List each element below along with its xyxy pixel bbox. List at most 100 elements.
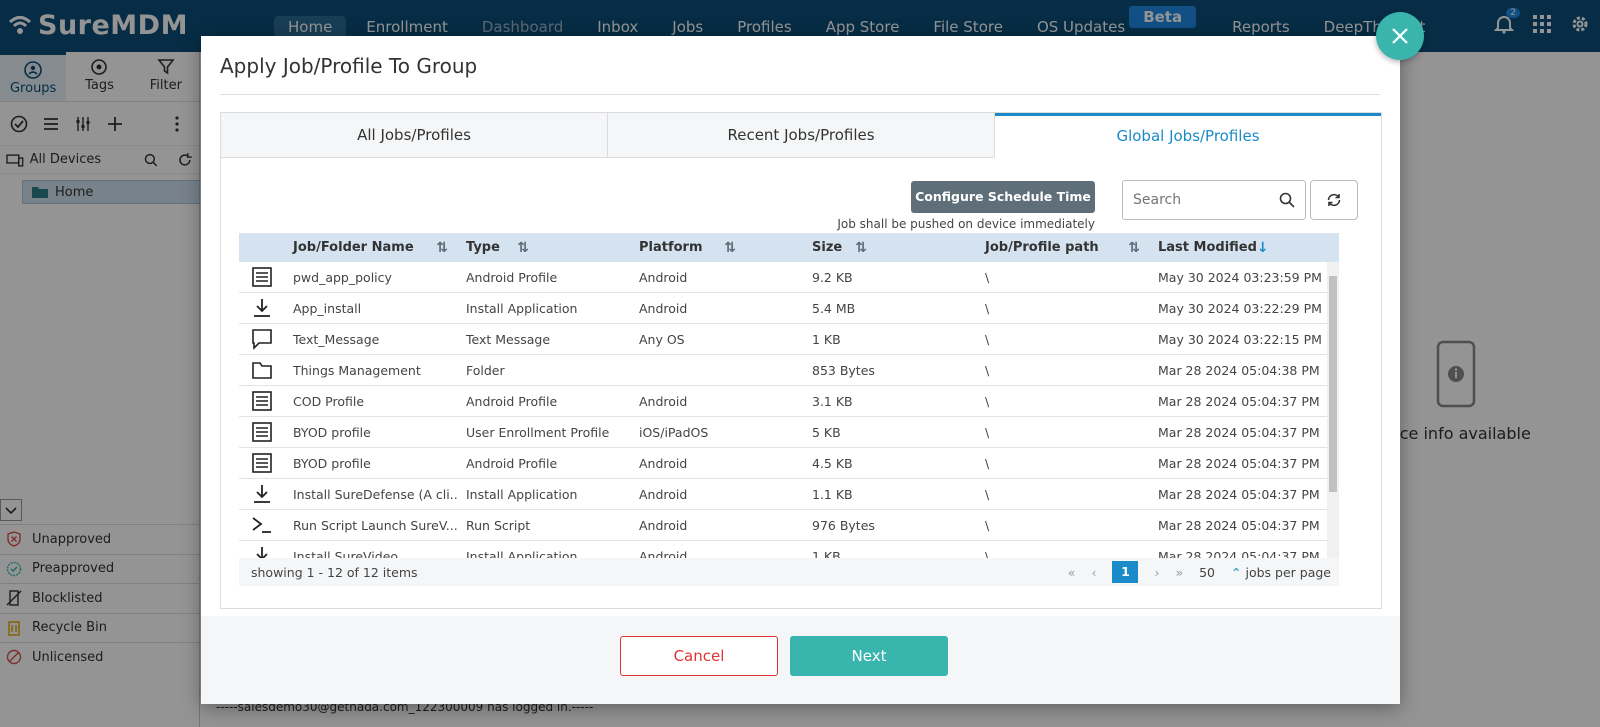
nav-reports[interactable]: Reports bbox=[1232, 18, 1290, 36]
cell-last-modified: Mar 28 2024 05:04:37 PM bbox=[1158, 486, 1320, 502]
table-row[interactable]: Run Script Launch SureV... Run Script Andr… bbox=[239, 510, 1339, 541]
cell-size: 1 KB bbox=[812, 548, 841, 559]
table-row[interactable]: Things Management Folder 853 Bytes \ Mar 28 … bbox=[239, 355, 1339, 386]
nav-jobs[interactable]: Jobs bbox=[672, 18, 704, 36]
refresh-button[interactable] bbox=[1310, 180, 1358, 220]
header-last-modified[interactable]: Last Modified ↓ bbox=[1150, 240, 1325, 256]
nav-file-store[interactable]: File Store bbox=[933, 18, 1003, 36]
cell-type: Text Message bbox=[466, 331, 551, 347]
table-row[interactable]: BYOD profile User Enrollment Profile iOS/i… bbox=[239, 417, 1339, 448]
pagination-bar: showing 1 - 12 of 12 items « ‹ 1 › » 50 … bbox=[239, 558, 1339, 586]
search-icon[interactable] bbox=[144, 153, 158, 167]
sort-icon[interactable]: ⇅ bbox=[517, 239, 529, 256]
chevron-up-icon[interactable]: ⌃ bbox=[1231, 564, 1242, 580]
cell-path: \ bbox=[985, 486, 990, 502]
header-platform[interactable]: Platform ⇅ bbox=[631, 240, 804, 256]
page-size-value[interactable]: 50 bbox=[1199, 564, 1216, 580]
status-preapproved[interactable]: Preapproved bbox=[0, 553, 200, 584]
cancel-button[interactable]: Cancel bbox=[620, 636, 778, 676]
sort-icon[interactable]: ⇅ bbox=[1128, 239, 1140, 256]
notification-count: 2 bbox=[1506, 8, 1520, 18]
sort-icon[interactable]: ⇅ bbox=[436, 239, 448, 256]
apps-grid-button[interactable] bbox=[1532, 14, 1552, 34]
settings-button[interactable] bbox=[1570, 14, 1590, 34]
table-row[interactable]: Install SureDefense (A cli... Install App… bbox=[239, 479, 1339, 510]
top-right-icons: 2 bbox=[1494, 8, 1590, 34]
header-type[interactable]: Type ⇅ bbox=[458, 240, 631, 256]
status-blocklisted[interactable]: Blocklisted bbox=[0, 583, 200, 613]
status-unlicensed[interactable]: Unlicensed bbox=[0, 642, 200, 672]
nav-profiles[interactable]: Profiles bbox=[737, 18, 792, 36]
wifi-logo-icon bbox=[8, 16, 32, 34]
sort-icon[interactable]: ⇅ bbox=[724, 239, 736, 256]
tab-tags[interactable]: Tags bbox=[66, 52, 132, 101]
next-page-icon[interactable]: › bbox=[1154, 564, 1160, 580]
header-name[interactable]: Job/Folder Name ⇅ bbox=[285, 240, 458, 256]
cell-size: 4.5 KB bbox=[812, 455, 853, 471]
table-row[interactable]: Text_Message Text Message Any OS 1 KB \ May 3… bbox=[239, 324, 1339, 355]
search-input[interactable] bbox=[1123, 181, 1273, 219]
cell-last-modified: May 30 2024 03:22:29 PM bbox=[1158, 300, 1322, 316]
check-circle-icon[interactable] bbox=[10, 115, 28, 133]
cell-type: Android Profile bbox=[466, 393, 558, 409]
download-icon bbox=[239, 483, 285, 505]
pager: « ‹ 1 › » 50 ⌃ jobs per page bbox=[1068, 558, 1331, 586]
header-path[interactable]: Job/Profile path ⇅ bbox=[977, 240, 1150, 256]
brand-name: SureMDM bbox=[38, 9, 188, 41]
brand-logo[interactable]: SureMDM bbox=[8, 9, 188, 41]
next-button[interactable]: Next bbox=[790, 636, 948, 676]
sidebar-tabs: Groups Tags Filter bbox=[0, 52, 199, 102]
prev-page-icon[interactable]: ‹ bbox=[1091, 564, 1097, 580]
nav-home[interactable]: Home bbox=[274, 16, 347, 38]
cell-size: 5 KB bbox=[812, 424, 841, 440]
header-size[interactable]: Size ⇅ bbox=[804, 240, 977, 256]
group-home[interactable]: Home bbox=[22, 180, 200, 204]
configure-schedule-button[interactable]: Configure Schedule Time bbox=[911, 181, 1095, 213]
close-dialog-button[interactable] bbox=[1376, 12, 1424, 60]
more-vertical-icon[interactable] bbox=[168, 115, 186, 133]
status-recycle-bin[interactable]: Recycle Bin bbox=[0, 612, 200, 643]
status-unapproved[interactable]: Unapproved bbox=[0, 524, 200, 554]
nav-dashboard[interactable]: Dashboard bbox=[481, 18, 564, 36]
tab-recent-jobs[interactable]: Recent Jobs/Profiles bbox=[608, 113, 995, 158]
table-scrollbar[interactable] bbox=[1327, 262, 1339, 558]
cell-platform: Android bbox=[639, 393, 688, 409]
sliders-icon[interactable] bbox=[74, 115, 92, 133]
sort-desc-icon[interactable]: ↓ bbox=[1256, 239, 1269, 256]
add-icon[interactable] bbox=[106, 115, 124, 133]
table-row[interactable]: Install SureVideo Install Application Andr… bbox=[239, 541, 1339, 558]
last-page-icon[interactable]: » bbox=[1175, 564, 1184, 580]
all-devices-row[interactable]: All Devices bbox=[0, 146, 199, 174]
schedule-note: Job shall be pushed on device immediatel… bbox=[837, 217, 1095, 231]
table-row[interactable]: BYOD profile Android Profile Android 4.5 KB… bbox=[239, 448, 1339, 479]
list-icon[interactable] bbox=[42, 115, 60, 133]
scrollbar-thumb[interactable] bbox=[1329, 276, 1337, 492]
tab-all-jobs[interactable]: All Jobs/Profiles bbox=[221, 113, 608, 158]
status-unlicensed-label: Unlicensed bbox=[32, 649, 104, 665]
tab-global-jobs[interactable]: Global Jobs/Profiles bbox=[995, 113, 1381, 158]
table-header: Job/Folder Name ⇅ Type ⇅ Platform ⇅ Size ⇅ J… bbox=[239, 233, 1339, 262]
nav-inbox[interactable]: Inbox bbox=[597, 18, 639, 36]
sort-icon[interactable]: ⇅ bbox=[855, 239, 867, 256]
cell-size: 3.1 KB bbox=[812, 393, 853, 409]
current-page[interactable]: 1 bbox=[1112, 561, 1139, 583]
collapse-toggle[interactable] bbox=[0, 499, 22, 521]
cell-size: 9.2 KB bbox=[812, 269, 853, 285]
tab-filter-label: Filter bbox=[149, 78, 182, 93]
search-field[interactable] bbox=[1122, 180, 1306, 220]
first-page-icon[interactable]: « bbox=[1067, 564, 1076, 580]
table-row[interactable]: App_install Install Application Android 5.4… bbox=[239, 293, 1339, 324]
table-row[interactable]: pwd_app_policy Android Profile Android 9.2 … bbox=[239, 262, 1339, 293]
refresh-icon[interactable] bbox=[177, 152, 193, 168]
search-icon[interactable] bbox=[1279, 192, 1295, 208]
cell-path: \ bbox=[985, 548, 990, 559]
title-divider bbox=[220, 94, 1380, 95]
tab-filter[interactable]: Filter bbox=[133, 52, 199, 101]
nav-app-store[interactable]: App Store bbox=[825, 18, 900, 36]
tab-groups[interactable]: Groups bbox=[0, 52, 67, 101]
notification-button[interactable]: 2 bbox=[1494, 8, 1520, 34]
nav-os-updates[interactable]: OS UpdatesBeta bbox=[1023, 6, 1212, 38]
nav-enrollment[interactable]: Enrollment bbox=[366, 18, 448, 36]
profile-icon bbox=[239, 421, 285, 443]
table-row[interactable]: COD Profile Android Profile Android 3.1 KB \… bbox=[239, 386, 1339, 417]
